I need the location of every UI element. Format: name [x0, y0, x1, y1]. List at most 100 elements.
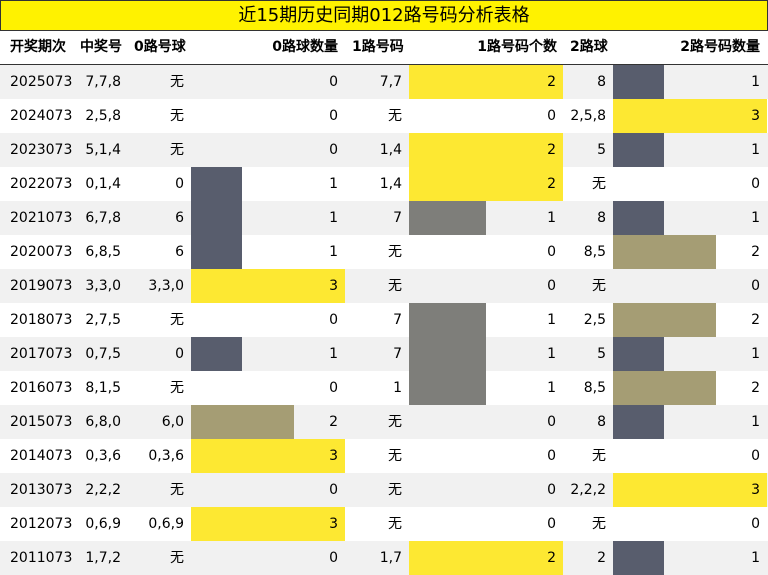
r1-balls-cell: 7	[393, 312, 402, 328]
r2-count-bar	[613, 201, 665, 235]
r1-count-bar	[409, 201, 486, 235]
r0-count-bar	[191, 201, 243, 235]
r1-count-cell: 0	[547, 244, 556, 260]
r0-balls-cell: 无	[170, 550, 184, 566]
r0-count-bar	[191, 439, 345, 473]
r2-count-bar	[613, 235, 716, 269]
r2-balls-cell: 2,5,8	[570, 108, 606, 124]
table-title: 近15期历史同期012路号码分析表格	[0, 0, 768, 31]
r2-count-cell: 0	[751, 516, 760, 532]
r0-count-bar	[191, 405, 294, 439]
r0-balls-cell: 3,3,0	[148, 278, 184, 294]
r2-count-cell: 3	[751, 482, 760, 498]
r1-count-bar	[409, 65, 563, 99]
r0-balls-cell: 无	[170, 74, 184, 90]
r0-count-bar	[191, 167, 243, 201]
table-row: 2016073 8,1,5 无 0 1 1 8,5 2	[0, 371, 768, 405]
period-cell: 2013073	[10, 482, 73, 498]
table-row: 2014073 0,3,6 0,3,6 3 无 0 无 0	[0, 439, 768, 473]
r2-count-cell: 1	[751, 142, 760, 158]
table-row: 2025073 7,7,8 无 0 7,7 2 8 1	[0, 65, 768, 99]
r1-balls-cell: 1,4	[379, 176, 402, 192]
r2-count-cell: 2	[751, 312, 760, 328]
r0-balls-cell: 无	[170, 108, 184, 124]
r0-count-cell: 2	[329, 414, 338, 430]
r0-count-bar	[191, 337, 243, 371]
r1-count-cell: 0	[547, 448, 556, 464]
numbers-cell: 5,1,4	[85, 142, 121, 158]
header-period: 开奖期次	[10, 39, 66, 55]
r2-balls-cell: 8,5	[583, 244, 606, 260]
r2-count-bar	[613, 541, 665, 575]
r1-count-bar	[409, 167, 563, 201]
r2-balls-cell: 8	[597, 74, 606, 90]
r1-balls-cell: 无	[388, 278, 402, 294]
r2-balls-cell: 5	[597, 142, 606, 158]
header-r2-count: 2路号码数量	[680, 39, 760, 55]
numbers-cell: 2,2,2	[85, 482, 121, 498]
header-numbers: 中奖号	[80, 39, 122, 55]
numbers-cell: 0,3,6	[85, 448, 121, 464]
r2-balls-cell: 2,5	[583, 312, 606, 328]
r0-count-cell: 1	[329, 210, 338, 226]
numbers-cell: 6,7,8	[85, 210, 121, 226]
r1-count-cell: 1	[547, 346, 556, 362]
period-cell: 2022073	[10, 176, 73, 192]
r2-count-bar	[613, 133, 665, 167]
period-cell: 2016073	[10, 380, 73, 396]
numbers-cell: 1,7,2	[85, 550, 121, 566]
table-row: 2011073 1,7,2 无 0 1,7 2 2 1	[0, 541, 768, 575]
header-r1-count: 1路号码个数	[477, 39, 557, 55]
period-cell: 2019073	[10, 278, 73, 294]
r0-count-cell: 0	[329, 74, 338, 90]
period-cell: 2025073	[10, 74, 73, 90]
r0-balls-cell: 0	[175, 176, 184, 192]
header-r0-count: 0路球数量	[272, 39, 338, 55]
numbers-cell: 7,7,8	[85, 74, 121, 90]
table-row: 2020073 6,8,5 6 1 无 0 8,5 2	[0, 235, 768, 269]
r1-count-bar	[409, 541, 563, 575]
r0-count-cell: 0	[329, 108, 338, 124]
r2-balls-cell: 8	[597, 210, 606, 226]
r2-count-cell: 1	[751, 74, 760, 90]
r2-balls-cell: 无	[592, 516, 606, 532]
period-cell: 2011073	[10, 550, 73, 566]
r0-count-cell: 1	[329, 244, 338, 260]
header-r0-balls: 0路号球	[134, 39, 186, 55]
r1-count-bar	[409, 303, 486, 337]
period-cell: 2018073	[10, 312, 73, 328]
r1-count-cell: 2	[547, 176, 556, 192]
r1-count-cell: 2	[547, 74, 556, 90]
r0-count-bar	[191, 269, 345, 303]
r2-count-bar	[613, 99, 767, 133]
r2-balls-cell: 无	[592, 176, 606, 192]
r0-count-cell: 3	[329, 448, 338, 464]
table-row: 2024073 2,5,8 无 0 无 0 2,5,8 3	[0, 99, 768, 133]
numbers-cell: 8,1,5	[85, 380, 121, 396]
period-cell: 2015073	[10, 414, 73, 430]
r1-balls-cell: 7	[393, 210, 402, 226]
r0-count-cell: 1	[329, 346, 338, 362]
r2-count-cell: 1	[751, 346, 760, 362]
r0-balls-cell: 无	[170, 312, 184, 328]
header-r1-balls: 1路号码	[352, 39, 404, 55]
r1-balls-cell: 无	[388, 108, 402, 124]
numbers-cell: 2,7,5	[85, 312, 121, 328]
r1-count-cell: 0	[547, 414, 556, 430]
r2-count-bar	[613, 371, 716, 405]
r1-count-bar	[409, 337, 486, 371]
r0-count-cell: 0	[329, 380, 338, 396]
r1-count-bar	[409, 371, 486, 405]
r0-balls-cell: 0,6,9	[148, 516, 184, 532]
r2-count-cell: 1	[751, 210, 760, 226]
r0-count-bar	[191, 507, 345, 541]
table-row: 2017073 0,7,5 0 1 7 1 5 1	[0, 337, 768, 371]
r0-balls-cell: 6,0	[161, 414, 184, 430]
table-row: 2012073 0,6,9 0,6,9 3 无 0 无 0	[0, 507, 768, 541]
r1-balls-cell: 7	[393, 346, 402, 362]
r0-count-cell: 0	[329, 142, 338, 158]
r1-balls-cell: 1,4	[379, 142, 402, 158]
numbers-cell: 6,8,5	[85, 244, 121, 260]
r1-count-cell: 0	[547, 108, 556, 124]
r1-count-cell: 0	[547, 516, 556, 532]
